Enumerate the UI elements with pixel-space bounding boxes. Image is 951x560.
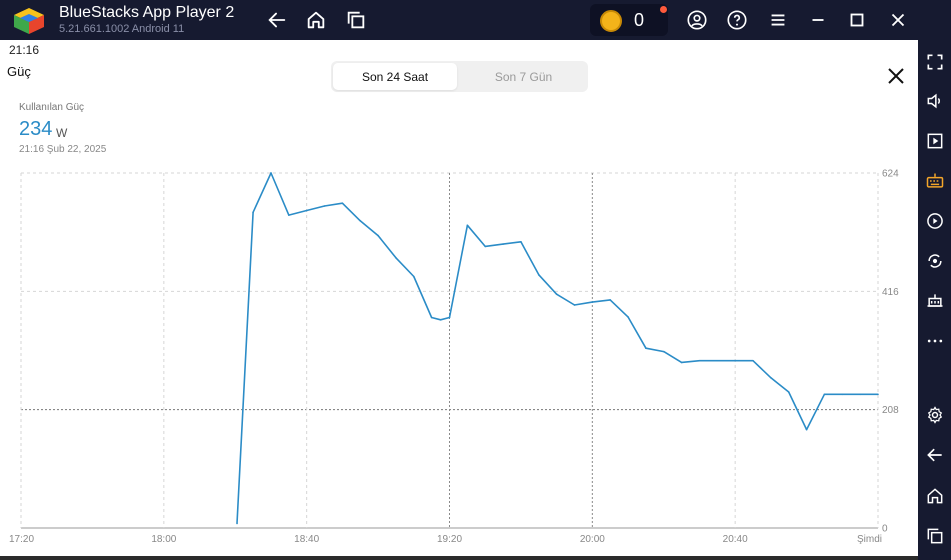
x-tick-label: 20:00 <box>580 534 605 545</box>
data-point <box>627 316 629 318</box>
app-version: 5.21.661.1002 Android 11 <box>59 23 185 35</box>
data-point <box>770 377 772 379</box>
data-point <box>252 211 254 214</box>
minimize-icon[interactable] <box>806 8 830 32</box>
y-tick-label: 416 <box>882 287 899 298</box>
multi-instance-icon[interactable] <box>344 8 368 32</box>
android-screen: 21:16 Güç Son 24 Saat Son 7 Gün Kullanıl… <box>0 40 918 556</box>
recent-apps-icon[interactable] <box>924 525 946 547</box>
data-point <box>859 393 861 396</box>
panel-title: Güç <box>7 64 31 79</box>
android-home-icon[interactable] <box>924 485 946 507</box>
x-tick-label: 18:40 <box>294 534 319 545</box>
data-point <box>823 393 826 396</box>
data-point <box>341 202 344 204</box>
data-point <box>502 243 504 245</box>
data-point <box>270 172 272 174</box>
metric-label: Kullanılan Güç <box>19 102 85 113</box>
data-point <box>288 214 290 216</box>
x-tick-label: Şimdi <box>857 534 882 545</box>
back-icon[interactable] <box>265 8 289 32</box>
data-point <box>752 359 754 362</box>
power-chart: 624 416 208 0 17:20 18:00 18:40 19:20 20:00 20:40… <box>9 169 899 546</box>
data-point <box>591 301 594 303</box>
account-icon[interactable] <box>685 8 709 32</box>
data-point <box>412 275 415 278</box>
tab-last-24-hours[interactable]: Son 24 Saat <box>333 63 457 90</box>
data-point <box>430 316 433 319</box>
period-selector: Son 24 Saat Son 7 Gün <box>331 61 588 92</box>
coin-icon <box>600 10 622 32</box>
data-point <box>841 393 844 396</box>
coin-count: 0 <box>634 10 645 30</box>
menu-icon[interactable] <box>766 8 790 32</box>
home-icon[interactable] <box>304 8 328 32</box>
data-point <box>359 219 362 222</box>
data-point <box>466 224 469 227</box>
data-point <box>609 299 611 301</box>
metric-value: 234 <box>19 118 53 140</box>
data-point <box>877 393 879 396</box>
y-tick-label: 0 <box>882 524 888 535</box>
close-icon[interactable] <box>884 64 908 88</box>
x-tick-label: 17:20 <box>9 534 34 545</box>
status-bar: 21:16 <box>0 40 918 62</box>
data-point <box>662 350 665 353</box>
data-point <box>236 522 238 525</box>
data-point <box>537 274 540 276</box>
bluestacks-logo-icon <box>12 6 46 36</box>
data-point <box>787 391 790 393</box>
data-point <box>573 304 576 306</box>
maximize-icon[interactable] <box>845 8 869 32</box>
fullscreen-icon[interactable] <box>924 51 946 73</box>
tab-last-7-days[interactable]: Son 7 Gün <box>494 69 553 84</box>
more-icon[interactable] <box>924 330 946 352</box>
performance-icon[interactable] <box>924 290 946 312</box>
data-point <box>323 205 326 207</box>
app-title: BlueStacks App Player 2 <box>59 4 235 21</box>
metric-date: 21:16 Şub 22, 2025 <box>19 144 107 155</box>
taskbar-strip <box>0 556 918 560</box>
y-tick-label: 208 <box>882 405 899 416</box>
data-point <box>734 359 736 362</box>
rotate-icon[interactable] <box>924 250 946 272</box>
media-icon[interactable] <box>924 130 946 152</box>
data-point <box>439 318 442 321</box>
status-time: 21:16 <box>9 43 40 57</box>
keyboard-icon[interactable] <box>924 170 946 192</box>
data-point <box>520 241 522 243</box>
data-point <box>716 359 719 362</box>
close-window-icon[interactable] <box>886 8 910 32</box>
right-sidebar <box>918 40 951 560</box>
x-tick-label: 20:40 <box>723 534 748 545</box>
data-point <box>680 361 683 364</box>
title-bar: BlueStacks App Player 2 5.21.661.1002 An… <box>0 0 951 40</box>
notification-dot <box>660 6 667 13</box>
settings-icon[interactable] <box>924 404 946 426</box>
data-point <box>805 428 808 431</box>
metric-unit: W <box>56 126 68 140</box>
x-tick-label: 19:20 <box>437 534 462 545</box>
data-point <box>698 359 701 362</box>
data-point <box>645 347 647 350</box>
data-point <box>305 209 308 212</box>
x-tick-label: 18:00 <box>151 534 176 545</box>
data-point <box>395 256 397 259</box>
help-icon[interactable] <box>725 8 749 32</box>
volume-icon[interactable] <box>924 90 946 112</box>
data-point <box>555 293 558 295</box>
macro-icon[interactable] <box>924 210 946 232</box>
data-point <box>377 234 379 237</box>
power-series-line <box>236 172 878 524</box>
coin-wallet[interactable]: 0 <box>590 4 668 36</box>
data-point <box>448 316 451 319</box>
y-tick-label: 624 <box>882 169 899 180</box>
data-point <box>484 245 487 248</box>
android-back-icon[interactable] <box>924 444 946 466</box>
